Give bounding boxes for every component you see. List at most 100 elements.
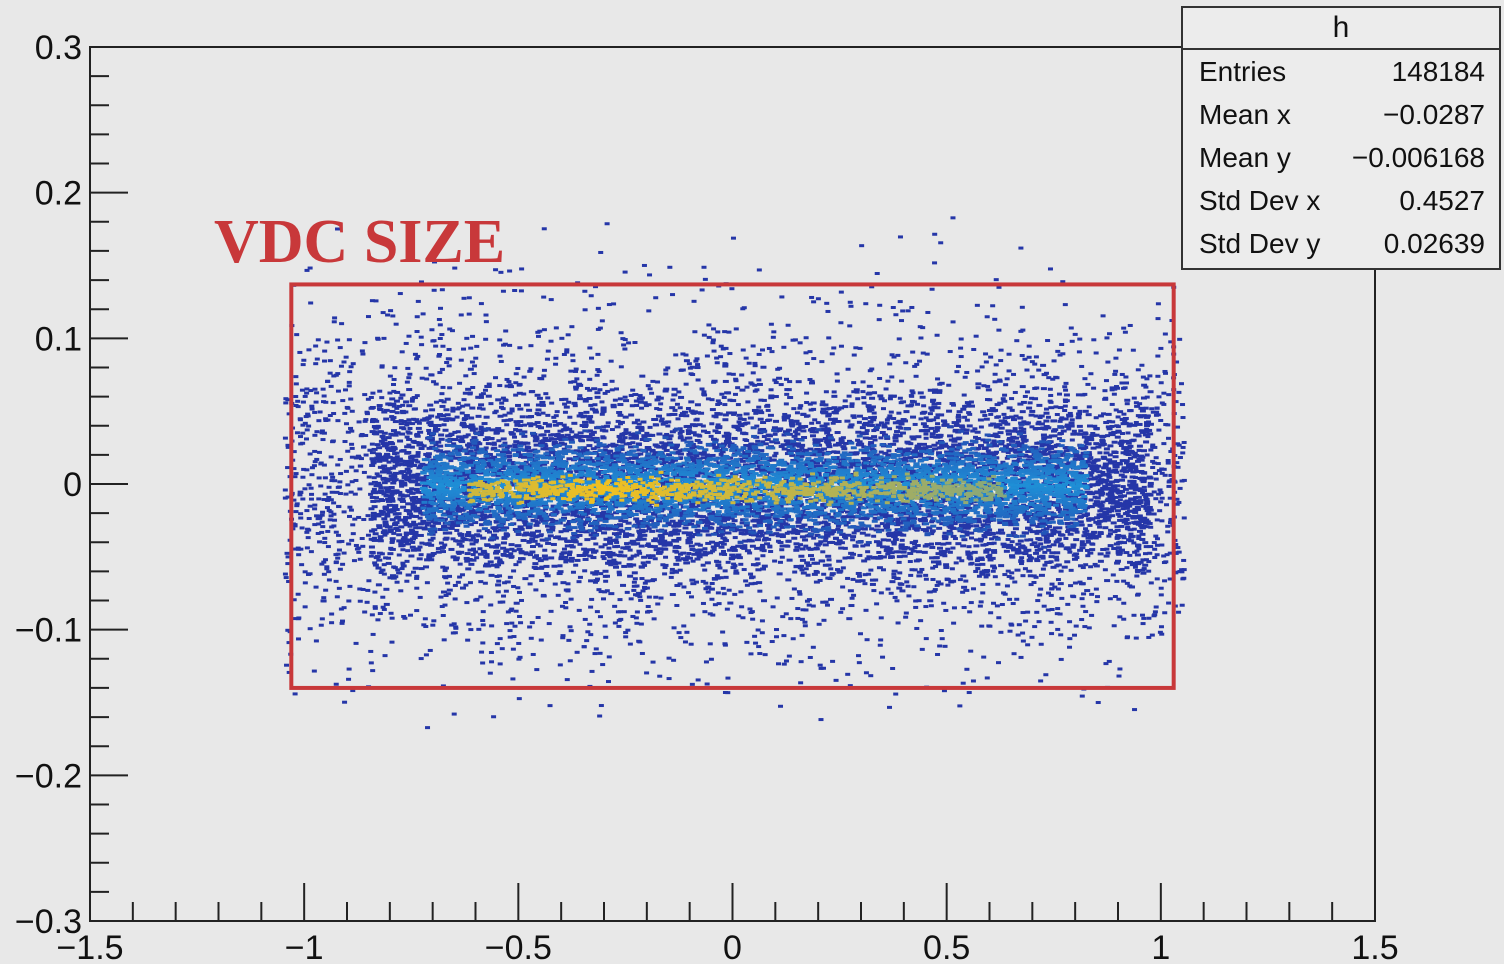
density-point (848, 304, 854, 308)
density-point (568, 369, 574, 373)
density-point (1048, 406, 1055, 410)
density-point (318, 623, 324, 627)
density-point (856, 661, 862, 665)
density-point (771, 426, 778, 430)
density-point (340, 399, 346, 403)
density-point (380, 311, 386, 315)
density-point (473, 598, 480, 602)
density-point (329, 472, 335, 476)
density-point (1167, 577, 1173, 581)
density-point (516, 657, 522, 661)
density-point (809, 430, 816, 434)
density-point (960, 590, 966, 594)
density-point (1032, 625, 1038, 629)
density-point (356, 515, 362, 519)
density-point (968, 454, 974, 458)
density-point (818, 666, 824, 670)
density-point (470, 334, 476, 338)
density-point (964, 401, 970, 405)
density-point (603, 635, 609, 639)
density-point (573, 367, 579, 371)
density-point (946, 383, 952, 387)
density-point (1133, 468, 1139, 472)
density-point (669, 519, 676, 523)
density-point (747, 607, 753, 611)
density-point (1091, 469, 1098, 473)
density-point (302, 421, 308, 425)
density-point (1131, 491, 1137, 495)
density-point (426, 428, 432, 432)
density-point (666, 677, 672, 681)
density-point (748, 496, 754, 500)
density-point (857, 346, 863, 350)
density-point (1181, 568, 1187, 572)
density-point (285, 495, 291, 499)
density-point (733, 569, 739, 573)
density-point (498, 359, 504, 363)
density-point (903, 361, 909, 365)
density-point (703, 581, 709, 585)
density-point (631, 563, 637, 567)
density-point (1180, 445, 1186, 449)
density-point (1092, 562, 1098, 566)
density-point (812, 418, 818, 422)
density-point (459, 411, 465, 415)
density-point (480, 661, 486, 665)
density-point (924, 352, 930, 356)
density-point (474, 344, 480, 348)
density-point (714, 356, 720, 360)
density-point (566, 528, 573, 532)
density-point (644, 671, 650, 675)
density-point (881, 423, 887, 427)
density-point (375, 583, 382, 587)
density-point (609, 388, 615, 392)
density-point (645, 560, 651, 564)
density-point (1147, 390, 1154, 394)
density-point (1110, 420, 1116, 424)
density-point (1150, 466, 1156, 470)
density-point (440, 385, 446, 389)
density-point (1174, 461, 1180, 465)
density-point (372, 605, 378, 609)
density-point (809, 295, 815, 299)
density-point (1015, 440, 1021, 444)
density-point (314, 391, 320, 395)
density-point (532, 519, 539, 523)
density-point (282, 496, 288, 500)
density-point (500, 600, 506, 604)
density-point (567, 625, 573, 629)
density-point (346, 677, 352, 681)
density-point (490, 563, 496, 567)
density-point (357, 557, 363, 561)
density-point (415, 426, 422, 430)
density-point (1005, 569, 1011, 573)
density-point (638, 427, 645, 431)
density-point (1139, 429, 1146, 433)
density-point (624, 590, 630, 594)
density-point (335, 389, 341, 393)
density-point (1162, 369, 1168, 373)
density-point (311, 669, 317, 673)
density-point (446, 592, 452, 596)
density-point (998, 359, 1004, 363)
density-point (923, 637, 929, 641)
density-point (326, 485, 332, 489)
density-point (968, 562, 974, 566)
density-point (543, 392, 549, 396)
density-point (440, 590, 447, 594)
density-point (1031, 580, 1037, 584)
density-point (599, 412, 605, 416)
density-point (1082, 625, 1088, 629)
density-point (840, 436, 846, 440)
density-point (926, 419, 933, 423)
density-point (718, 355, 724, 359)
density-point (402, 463, 408, 467)
density-point (1005, 451, 1011, 455)
density-point (891, 575, 897, 579)
density-point (409, 399, 415, 403)
density-point (623, 631, 629, 635)
density-point (1004, 584, 1010, 588)
density-point (588, 633, 594, 637)
density-point (353, 469, 359, 473)
density-point (571, 504, 577, 508)
